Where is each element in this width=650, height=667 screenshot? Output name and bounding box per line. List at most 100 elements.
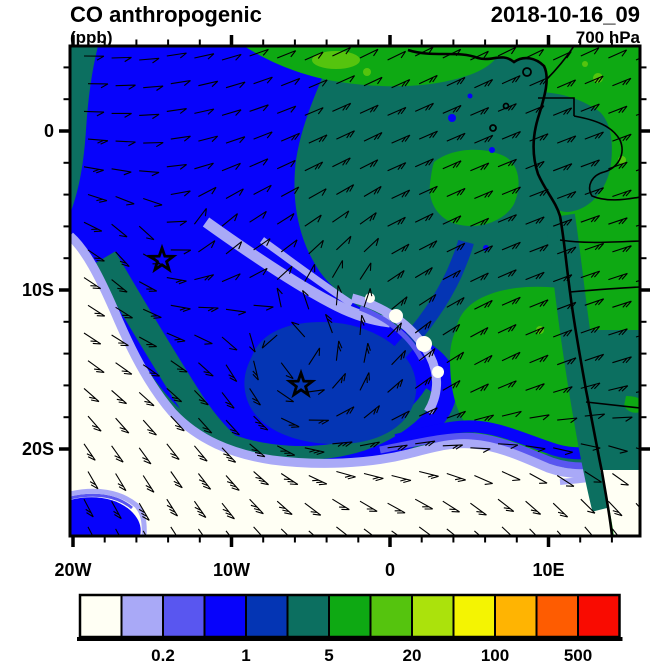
wind-barb — [308, 530, 316, 536]
wind-barb — [304, 214, 322, 227]
wind-barb — [304, 107, 324, 116]
wind-barb — [446, 472, 466, 483]
wind-barb — [387, 378, 404, 393]
wind-barb — [253, 526, 263, 536]
wind-barb — [557, 301, 577, 310]
wind-barb — [497, 103, 517, 112]
wind-barb — [198, 186, 217, 197]
wind-barb — [198, 362, 214, 377]
wind-barb — [252, 360, 259, 381]
wind-barb — [414, 376, 432, 389]
wind-barb — [276, 389, 295, 403]
wind-barb — [556, 475, 575, 487]
wind-barb — [87, 193, 108, 203]
wind-barb — [474, 354, 493, 366]
wind-barb — [308, 475, 328, 486]
wind-barb — [414, 158, 434, 168]
wind-barb — [497, 269, 517, 279]
vortex-star-marker — [146, 243, 178, 274]
wind-barb — [336, 470, 356, 480]
wind-barb — [87, 83, 109, 89]
wind-barb — [336, 75, 356, 85]
wind-barb — [87, 415, 102, 432]
wind-barb — [166, 52, 187, 59]
wind-barb — [225, 136, 246, 144]
wind-barb — [391, 474, 412, 484]
colorbar-tick-label: 0.2 — [151, 646, 175, 665]
wind-barb — [142, 530, 147, 536]
wind-barb — [197, 528, 205, 536]
wind-barb — [225, 308, 246, 316]
wind-barb — [612, 300, 632, 308]
contour-navy-core — [244, 322, 417, 445]
wind-barb — [221, 502, 235, 520]
wind-barb — [170, 415, 185, 432]
wind-barb — [557, 417, 578, 424]
wind-barb — [336, 235, 352, 251]
wind-barb — [470, 327, 489, 338]
wind-barb — [304, 263, 316, 282]
wind-barb — [525, 48, 545, 59]
wind-barb — [194, 162, 214, 170]
colorbar-cell — [494, 594, 538, 638]
wind-barb — [115, 306, 133, 319]
wind-barb — [308, 188, 327, 199]
wind-barb — [332, 441, 353, 447]
colorbar-cell — [203, 594, 247, 638]
wind-barb — [111, 168, 132, 176]
wind-barb — [83, 55, 105, 61]
contour-ltgreen-top — [312, 51, 360, 69]
wind-barb — [387, 322, 403, 338]
wind-barb — [332, 102, 352, 112]
wind-barb — [276, 445, 296, 457]
wind-barb — [446, 187, 466, 198]
wind-barb — [418, 407, 438, 417]
wind-barb — [474, 474, 493, 485]
x-tick-label: 20W — [54, 560, 91, 580]
wind-barb — [166, 443, 180, 461]
wind-barb — [584, 187, 605, 196]
wind-barb — [221, 53, 242, 61]
wind-barb — [335, 285, 342, 306]
wind-barb — [525, 500, 542, 515]
wind-barb — [280, 239, 298, 253]
wind-barb — [612, 77, 632, 87]
contour-white-south — [70, 238, 640, 536]
wind-barb — [111, 223, 128, 238]
colorbar-cell — [369, 594, 413, 638]
wind-barb — [142, 364, 160, 377]
wind-barb — [139, 57, 160, 64]
wind-barb — [470, 383, 489, 393]
wind-barb — [143, 85, 164, 91]
wind-barb — [194, 334, 213, 345]
wind-barb — [225, 81, 246, 89]
wind-barb — [363, 237, 380, 253]
wind-barb — [332, 157, 351, 168]
contour-violet-spiral — [359, 305, 425, 362]
units-label: (ppb) — [70, 28, 112, 47]
wind-barb — [391, 78, 411, 89]
wind-barb — [608, 445, 628, 454]
wind-barb — [87, 138, 109, 145]
wind-barb — [497, 214, 517, 223]
wind-barb — [308, 347, 321, 365]
colorbar-cell — [452, 594, 496, 638]
wind-barb — [497, 158, 517, 168]
wind-barb — [552, 502, 569, 518]
wind-barb — [470, 162, 490, 172]
wind-barb — [166, 498, 179, 517]
wind-barb — [336, 184, 355, 195]
wind-barb — [170, 304, 191, 313]
wind-barb — [253, 238, 271, 251]
wind-barb — [529, 244, 549, 253]
wind-barb — [111, 334, 129, 347]
wind-barb — [359, 159, 379, 170]
wind-barb — [280, 417, 300, 428]
wind-barb — [225, 475, 240, 491]
wind-barb — [359, 262, 372, 280]
wind-barbs — [83, 46, 640, 536]
wind-barb — [193, 445, 208, 462]
wind-barb — [170, 190, 191, 197]
wind-barb — [391, 243, 410, 255]
wind-barb — [474, 190, 494, 200]
